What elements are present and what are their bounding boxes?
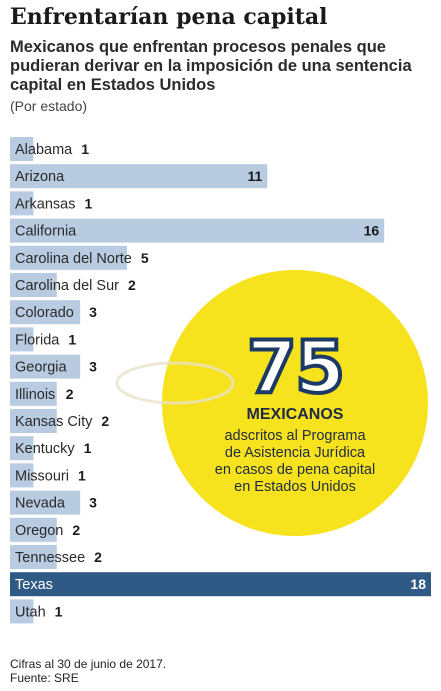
category-label: Arkansas — [15, 196, 75, 212]
value-label: 2 — [66, 386, 74, 402]
value-label: 1 — [78, 467, 86, 483]
category-label: California — [15, 224, 77, 240]
category-label: Texas — [15, 577, 53, 593]
value-label: 3 — [89, 495, 97, 511]
bar-carolina-del-sur — [10, 273, 57, 297]
category-label: Florida — [15, 332, 60, 348]
bar-oregon — [10, 517, 57, 542]
source-note: Fuente: SRE — [10, 671, 79, 685]
value-label: 5 — [141, 250, 149, 266]
category-label: Nevada — [15, 496, 66, 512]
bar-missouri — [10, 463, 34, 488]
value-label: 3 — [89, 304, 97, 320]
category-label: Kansas City — [15, 414, 93, 430]
value-label: 1 — [81, 141, 89, 157]
callout-circle — [162, 270, 428, 536]
callout-line: en Estados Unidos — [234, 479, 356, 495]
callout-line: en casos de pena capital — [215, 462, 375, 478]
bar-tennessee — [10, 545, 57, 569]
value-label: 2 — [128, 277, 136, 293]
bar-georgia — [10, 354, 81, 379]
footnote: Cifras al 30 de junio de 2017. — [10, 657, 167, 671]
bar-california — [10, 218, 385, 243]
category-label: Illinois — [15, 387, 55, 403]
value-label: 2 — [101, 413, 109, 429]
category-label: Carolina del Sur — [15, 278, 119, 294]
value-label: 2 — [94, 549, 102, 565]
category-label: Carolina del Norte — [15, 251, 132, 267]
emblem-watermark — [115, 361, 235, 405]
category-label: Missouri — [15, 468, 69, 484]
category-label: Georgia — [15, 360, 68, 376]
bar-utah — [10, 599, 34, 624]
callout-number: 75 — [247, 325, 343, 409]
value-label: 2 — [72, 522, 80, 538]
bar-alabama — [10, 137, 34, 161]
value-label: 3 — [89, 359, 97, 375]
value-label: 1 — [68, 331, 76, 347]
category-label: Tennessee — [15, 550, 85, 566]
chart-subtitle: Mexicanos que enfrentan procesos penales… — [10, 38, 412, 94]
category-label: Kentucky — [15, 441, 75, 457]
value-label: 18 — [410, 576, 426, 592]
callout-line: de Asistencia Jurídica — [225, 445, 366, 461]
bar-kentucky — [10, 436, 34, 461]
value-label: 1 — [55, 603, 63, 619]
category-label: Utah — [15, 604, 46, 620]
chart-unit-note: (Por estado) — [10, 98, 88, 114]
bar-colorado — [10, 300, 81, 325]
category-label: Colorado — [15, 305, 74, 321]
value-label: 11 — [247, 168, 262, 184]
bar-arkansas — [10, 191, 34, 216]
category-label: Alabama — [15, 142, 73, 158]
bar-texas — [10, 572, 431, 597]
chart-title: Enfrentarían pena capital — [10, 4, 328, 30]
value-label: 1 — [84, 440, 92, 456]
category-label: Oregon — [15, 523, 63, 539]
value-label: 16 — [364, 223, 380, 239]
bar-nevada — [10, 490, 81, 515]
category-label: Arizona — [15, 169, 65, 185]
bar-arizona — [10, 164, 268, 189]
bar-kansas-city — [10, 409, 57, 433]
callout-headline: MEXICANOS — [247, 406, 344, 423]
bar-carolina-del-norte — [10, 245, 127, 270]
bar-illinois — [10, 381, 57, 406]
value-label: 1 — [84, 195, 92, 211]
callout-line: adscritos al Programa — [224, 428, 366, 444]
bar-florida — [10, 327, 34, 352]
